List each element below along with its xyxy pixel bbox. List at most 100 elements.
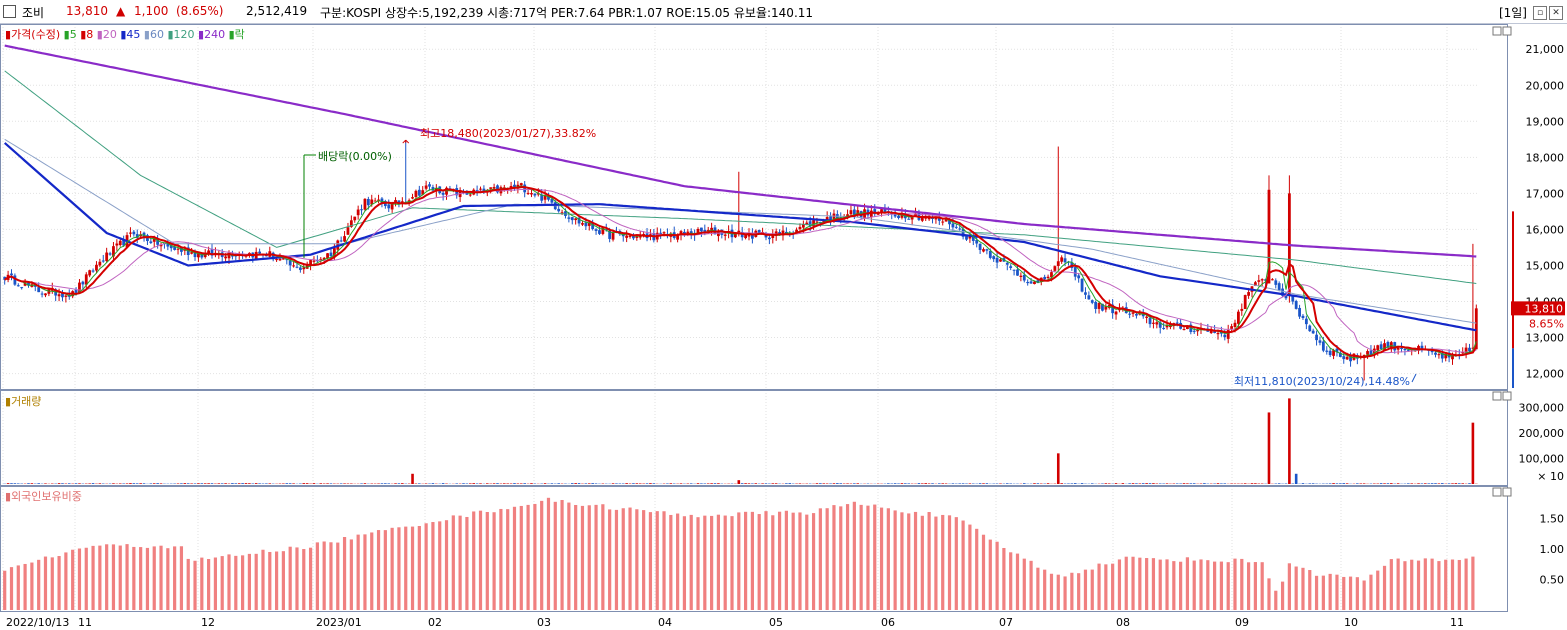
volume-bar xyxy=(853,483,856,484)
foreign-bar xyxy=(540,500,544,610)
foreign-bar xyxy=(1389,559,1393,610)
volume-bar xyxy=(492,483,496,484)
foreign-bar xyxy=(798,512,802,610)
foreign-bar xyxy=(1355,577,1359,610)
candle-body xyxy=(329,252,333,256)
volume-bar xyxy=(1254,483,1257,484)
foreign-bar xyxy=(791,512,795,610)
stock-chart[interactable]: 21,000 20,000 19,000 18,000 17,000 16,000 15,0… xyxy=(0,24,1567,630)
candle-body xyxy=(1345,356,1349,360)
volume-bar xyxy=(132,483,136,484)
stock-summary-info: 구분:KOSPI 상장수:5,192,239 시총:717억 PER:7.64 … xyxy=(320,6,814,20)
foreign-bar xyxy=(478,510,483,610)
candle-body xyxy=(706,229,710,231)
candle-body xyxy=(339,240,343,242)
candle-body xyxy=(129,232,132,234)
volume-bar xyxy=(431,483,435,484)
candle-body xyxy=(642,234,646,236)
high-annotation: 최고18,480(2023/01/27),33.82% xyxy=(420,127,596,140)
foreign-bar xyxy=(635,509,639,610)
foreign-bar xyxy=(526,504,530,610)
foreign-bar xyxy=(546,497,551,610)
volume-bar xyxy=(1250,483,1254,484)
foreign-bar xyxy=(3,570,7,610)
volume-bar xyxy=(927,483,931,484)
candle-body xyxy=(519,183,523,186)
volume-bar xyxy=(1073,483,1077,484)
volume-bar xyxy=(1461,483,1465,484)
foreign-bar xyxy=(1002,547,1006,610)
volume-bar xyxy=(112,483,115,484)
volume-bar xyxy=(897,483,900,484)
period-selector[interactable]: [1일] xyxy=(1498,6,1527,20)
foreign-bar xyxy=(200,557,204,610)
candle-body xyxy=(924,217,928,219)
candle-body xyxy=(98,261,102,266)
volume-bar xyxy=(176,483,180,484)
candle-body xyxy=(1267,189,1271,284)
restore-window-icon[interactable]: ▫ xyxy=(1533,5,1547,20)
foreign-bar xyxy=(1287,563,1291,610)
stock-info-bar: 조비 13,810 ▲ 1,100 (8.65%) 2,512,419 구분:K… xyxy=(0,0,1567,24)
volume-bar xyxy=(747,483,751,484)
volume-bar xyxy=(197,483,200,484)
foreign-bar xyxy=(913,511,918,610)
volume-bar xyxy=(1192,483,1196,484)
volume-bar xyxy=(224,483,227,484)
candle-body xyxy=(1468,347,1471,352)
candle-body xyxy=(1012,269,1016,271)
foreign-bar xyxy=(941,514,945,610)
date-tick-label: 10 xyxy=(1344,616,1358,629)
price-change-pct: (8.65%) xyxy=(176,4,224,18)
foreign-bar xyxy=(1294,566,1298,610)
candle-body xyxy=(101,260,105,262)
foreign-bar xyxy=(1321,575,1325,610)
candle-body xyxy=(1230,326,1234,329)
candle-body xyxy=(1216,332,1220,335)
candle-body xyxy=(84,274,88,285)
volume-bar xyxy=(924,483,928,484)
candle-body xyxy=(173,246,177,250)
candle-body xyxy=(781,230,785,236)
foreign-bar xyxy=(1083,569,1088,610)
candle-body xyxy=(20,287,24,289)
volume-bar xyxy=(652,483,656,484)
close-window-icon[interactable]: ✕ xyxy=(1549,5,1563,20)
volume-bar xyxy=(326,483,329,484)
foreign-bar xyxy=(111,544,116,610)
candle-body xyxy=(200,253,204,258)
candle-body xyxy=(965,235,968,240)
candle-body xyxy=(771,234,775,238)
volume-bar xyxy=(149,483,153,484)
foreign-bar xyxy=(166,548,170,610)
volume-bar xyxy=(1067,483,1070,484)
foreign-bar xyxy=(84,547,88,610)
volume-bar xyxy=(244,483,248,484)
candle-body xyxy=(370,199,374,205)
candle-body xyxy=(700,227,703,232)
select-checkbox[interactable] xyxy=(3,5,16,18)
candle-body xyxy=(628,235,632,237)
candle-body xyxy=(1016,269,1019,276)
low-annotation: 최저11,810(2023/10/24),14.48% xyxy=(1234,375,1410,388)
volume-bar xyxy=(893,483,897,484)
candle-body xyxy=(122,239,126,246)
candle-body xyxy=(224,256,228,259)
candle-body xyxy=(1352,353,1356,360)
foreign-bar xyxy=(404,526,408,610)
foreign-bar xyxy=(696,517,700,610)
volume-bar xyxy=(1386,483,1390,484)
foreign-bar xyxy=(669,514,673,610)
volume-bar xyxy=(815,483,819,484)
candle-body xyxy=(159,244,163,247)
foreign-bar xyxy=(23,563,27,610)
foreign-bar xyxy=(268,551,272,610)
foreign-bar xyxy=(852,501,856,610)
foreign-bar xyxy=(1246,562,1251,610)
candle-body xyxy=(475,190,479,192)
volume-bar xyxy=(156,483,159,484)
foreign-bar xyxy=(927,512,931,610)
candle-body xyxy=(1019,275,1023,278)
foreign-bar xyxy=(1192,560,1196,610)
volume-bar xyxy=(302,483,306,484)
